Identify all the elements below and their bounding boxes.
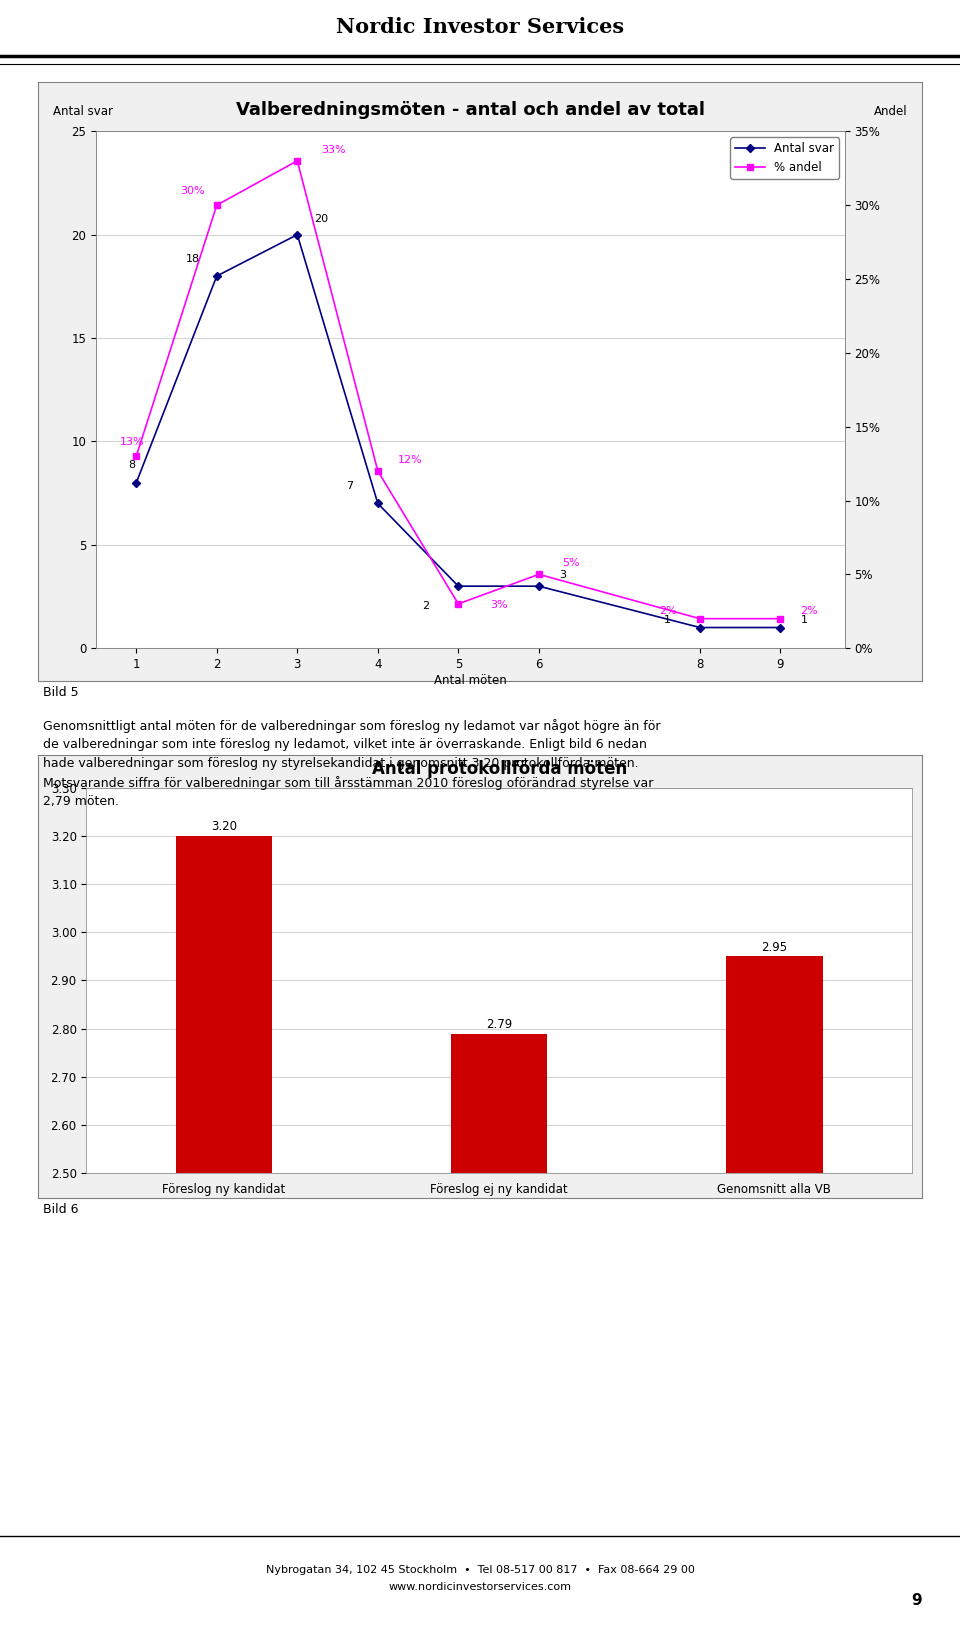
Text: 18: 18 [185, 254, 200, 264]
Text: Andel: Andel [874, 105, 907, 118]
Bar [451, 1034, 547, 1641]
% andel [372, 461, 384, 481]
% andel [211, 195, 223, 215]
Antal svar [211, 266, 223, 286]
% andel [452, 594, 464, 614]
Text: 8: 8 [129, 461, 135, 471]
Text: 2%: 2% [800, 606, 818, 615]
Text: Genomsnittligt antal möten för de valberedningar som föreslog ny ledamot var någ: Genomsnittligt antal möten för de valber… [43, 719, 660, 809]
Antal svar [131, 473, 142, 492]
Text: 9: 9 [911, 1593, 922, 1608]
Text: Nordic Investor Services: Nordic Investor Services [336, 16, 624, 36]
Text: 33%: 33% [322, 144, 346, 154]
Antal svar [533, 576, 544, 596]
Antal svar [694, 617, 706, 637]
Text: Bild 6: Bild 6 [43, 1203, 79, 1216]
Legend: Antal svar, % andel: Antal svar, % andel [731, 138, 839, 179]
Text: 2.79: 2.79 [486, 1017, 513, 1031]
Bar [726, 957, 823, 1641]
Text: Nybrogatan 34, 102 45 Stockholm  •  Tel 08-517 00 817  •  Fax 08-664 29 00
www.n: Nybrogatan 34, 102 45 Stockholm • Tel 08… [266, 1566, 694, 1592]
Text: 1: 1 [801, 615, 808, 625]
Text: 2: 2 [422, 601, 430, 610]
Antal svar [775, 617, 786, 637]
% andel [292, 151, 303, 171]
Text: 20: 20 [314, 215, 328, 225]
Text: 30%: 30% [180, 187, 204, 197]
Line: Antal svar: Antal svar [133, 231, 783, 630]
Text: 2%: 2% [659, 606, 677, 615]
Text: 13%: 13% [120, 438, 145, 448]
Text: 12%: 12% [397, 455, 422, 464]
Text: 5%: 5% [563, 558, 580, 568]
Antal svar [452, 576, 464, 596]
Title: Antal protokollförda möten: Antal protokollförda möten [372, 760, 627, 778]
% andel [533, 565, 544, 584]
Text: Antal svar: Antal svar [53, 105, 113, 118]
X-axis label: Antal möten: Antal möten [434, 674, 507, 686]
Antal svar [292, 225, 303, 245]
Bar [176, 835, 273, 1641]
Title: Valberedningsmöten - antal och andel av total: Valberedningsmöten - antal och andel av … [236, 100, 705, 118]
Line: % andel: % andel [133, 158, 783, 622]
Text: 3.20: 3.20 [211, 820, 237, 834]
Text: 3: 3 [560, 569, 566, 579]
Text: 7: 7 [346, 481, 353, 491]
% andel [694, 609, 706, 629]
% andel [131, 446, 142, 466]
Text: 2.95: 2.95 [761, 940, 787, 953]
Antal svar [372, 494, 384, 514]
% andel [775, 609, 786, 629]
Text: 1: 1 [664, 615, 671, 625]
Text: 3%: 3% [490, 601, 508, 610]
Text: Bild 5: Bild 5 [43, 686, 79, 699]
